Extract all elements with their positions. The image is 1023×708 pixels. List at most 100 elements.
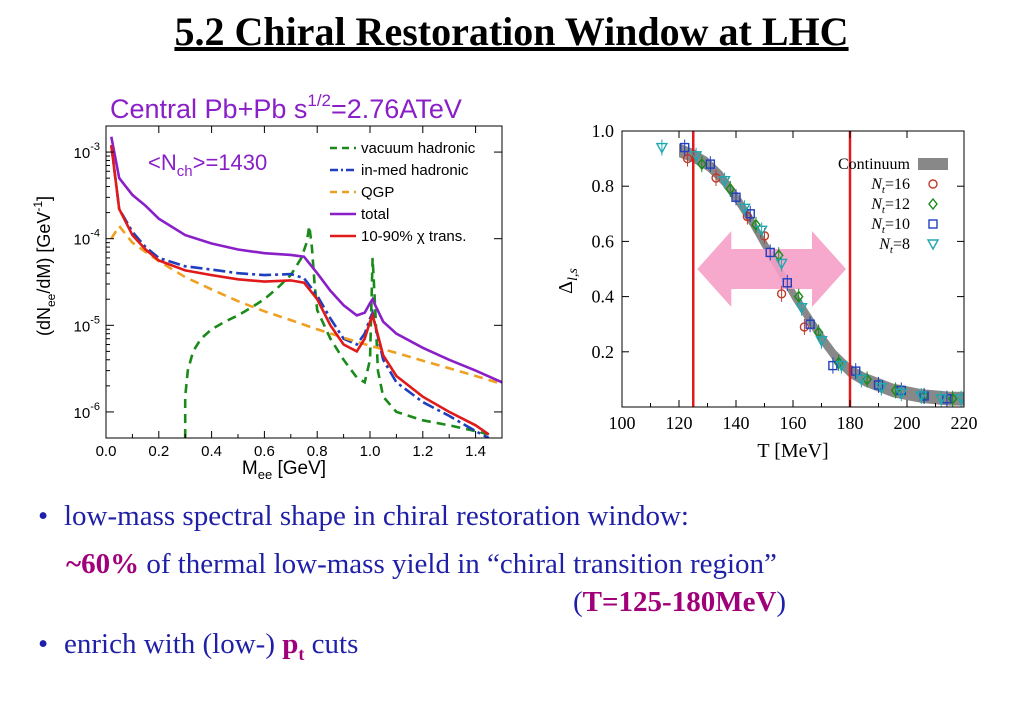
data-point bbox=[828, 360, 838, 371]
bullet-text: low-mass spectral shape in chiral restor… bbox=[64, 500, 689, 532]
order-parameter-svg: 100 120 140 160 180 200 220 0.2 0.4 0.6 0.8 1.0 Con… bbox=[555, 121, 978, 462]
x-tick-label: 200 bbox=[894, 413, 921, 433]
bullet-text-end: cuts bbox=[304, 628, 359, 660]
y-tick-label: 10-4 bbox=[74, 228, 100, 249]
data-point bbox=[895, 388, 908, 400]
legend-label: Continuum bbox=[838, 156, 911, 173]
highlight-temperature: T=125-180MeV bbox=[582, 586, 777, 618]
temperature-range: (T=125-180MeV) bbox=[573, 586, 786, 619]
data-point bbox=[759, 231, 770, 241]
bullet-text: enrich with (low-) bbox=[64, 628, 283, 660]
series-line-1 bbox=[110, 145, 490, 438]
y-tick-label: 0.4 bbox=[592, 287, 615, 307]
bullet-item: • enrich with (low-) pt cuts bbox=[38, 628, 358, 665]
y-tick-label: 10-6 bbox=[74, 401, 100, 422]
legend-label: in-med hadronic bbox=[361, 162, 469, 179]
continuum-band bbox=[679, 143, 964, 406]
chart-title: Central Pb+Pb s1/2=2.76ATeV bbox=[110, 91, 462, 124]
data-point bbox=[947, 392, 958, 405]
y-tick-label: 0.2 bbox=[592, 342, 615, 362]
x-tick-label: 1.4 bbox=[465, 443, 486, 460]
y-tick-label: 1.0 bbox=[592, 121, 615, 141]
data-point bbox=[805, 319, 815, 329]
data-point bbox=[696, 157, 707, 171]
series-line-2 bbox=[110, 223, 502, 386]
data-point bbox=[928, 197, 938, 211]
legend-label: Nt=12 bbox=[870, 196, 910, 216]
data-point bbox=[655, 142, 669, 155]
x-tick-label: 1.2 bbox=[412, 443, 433, 460]
x-tick-label: 0.8 bbox=[307, 443, 328, 460]
data-point bbox=[775, 258, 788, 270]
data-point bbox=[928, 219, 938, 229]
y-tick-label: 10-3 bbox=[74, 141, 100, 162]
x-tick-label: 0.0 bbox=[96, 443, 117, 460]
bullet-dot: • bbox=[38, 500, 49, 532]
series-line-4 bbox=[110, 145, 490, 436]
legend: vacuum hadronic in-med hadronic QGP total 10… bbox=[330, 140, 476, 245]
dilepton-spectrum-chart: 0.0 0.2 0.4 0.6 0.8 1.0 1.2 1.4 10-3 10-4 10-5 10-6… bbox=[30, 80, 522, 484]
y-tick-label: 10-5 bbox=[74, 314, 100, 335]
bullet-text: of thermal low-mass yield in “chiral tra… bbox=[139, 548, 777, 580]
data-point bbox=[915, 391, 928, 403]
data-point bbox=[926, 239, 940, 251]
data-point bbox=[765, 247, 775, 258]
data-point bbox=[755, 225, 768, 237]
x-tick-label: 0.6 bbox=[254, 443, 275, 460]
x-tick-label: 120 bbox=[666, 413, 693, 433]
legend-label: total bbox=[361, 206, 389, 223]
y-tick-label: 0.8 bbox=[592, 176, 615, 196]
x-tick-label: 100 bbox=[609, 413, 636, 433]
data-point bbox=[935, 394, 948, 406]
data-point bbox=[725, 182, 736, 196]
x-tick-label: 0.4 bbox=[201, 443, 222, 460]
data-point bbox=[799, 322, 810, 332]
data-point bbox=[751, 218, 761, 231]
bullet-dot: • bbox=[38, 628, 49, 660]
legend-label: Nt=16 bbox=[870, 176, 910, 196]
legend-label: 10-90% χ trans. bbox=[361, 228, 466, 245]
legend-label: Nt=10 bbox=[870, 216, 910, 236]
legend-swatch-band bbox=[918, 158, 948, 170]
x-tick-label: 140 bbox=[723, 413, 750, 433]
x-tick-label: 220 bbox=[951, 413, 978, 433]
multiplicity-annotation: <Nch>=1430 bbox=[148, 150, 267, 180]
slide-title: 5.2 Chiral Restoration Window at LHC bbox=[174, 9, 849, 54]
legend-label: QGP bbox=[361, 184, 394, 201]
series-line-0 bbox=[183, 225, 490, 438]
data-point bbox=[718, 175, 731, 188]
data-point bbox=[679, 142, 690, 153]
data-point bbox=[815, 336, 828, 348]
y-axis-label-right: Δl,s bbox=[555, 268, 581, 294]
paren-open: ( bbox=[573, 586, 583, 618]
x-tick-label: 180 bbox=[837, 413, 864, 433]
data-point bbox=[742, 211, 753, 222]
series-line-3 bbox=[110, 136, 502, 384]
bullet-item: • low-mass spectral shape in chiral resto… bbox=[38, 500, 689, 533]
legend-label: Nt=8 bbox=[878, 236, 910, 256]
dilepton-spectrum-svg: 0.0 0.2 0.4 0.6 0.8 1.0 1.2 1.4 10-3 10-4 10-5 10-6… bbox=[31, 91, 503, 482]
data-point bbox=[782, 278, 793, 288]
x-tick-label: 1.0 bbox=[360, 443, 381, 460]
data-point bbox=[682, 153, 693, 164]
data-point bbox=[875, 382, 888, 395]
data-point bbox=[745, 209, 755, 219]
bullet-continuation: ~60% of thermal low-mass yield in “chira… bbox=[66, 548, 777, 581]
y-tick-label: 0.6 bbox=[592, 231, 615, 251]
data-point bbox=[773, 249, 784, 262]
highlight-percent: ~60% bbox=[66, 548, 140, 580]
plot-frame bbox=[105, 125, 503, 439]
data-point bbox=[928, 179, 938, 189]
data-point bbox=[813, 326, 824, 339]
paren-close: ) bbox=[776, 586, 787, 618]
x-tick-label: 0.2 bbox=[148, 443, 169, 460]
order-parameter-chart: 100 120 140 160 180 200 220 0.2 0.4 0.6 0.8 1.0 Con… bbox=[546, 111, 996, 471]
chiral-window-arrow bbox=[697, 231, 846, 307]
data-point bbox=[793, 290, 804, 303]
legend-label: vacuum hadronic bbox=[361, 140, 476, 157]
data-point bbox=[689, 151, 703, 163]
x-axis-label-right: T [MeV] bbox=[757, 440, 828, 462]
x-axis-label: Mee [GeV] bbox=[242, 458, 326, 482]
x-tick-label: 160 bbox=[780, 413, 807, 433]
